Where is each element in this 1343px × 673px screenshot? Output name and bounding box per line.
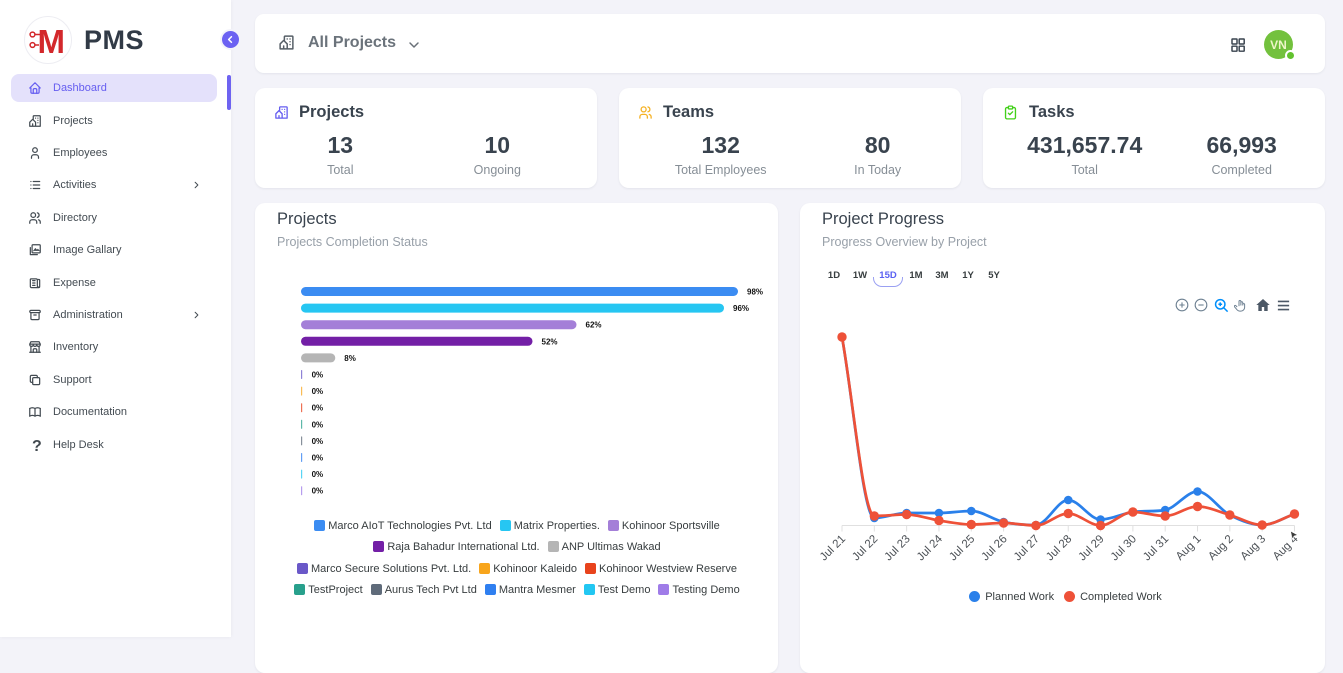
svg-text:Jul 24: Jul 24 — [915, 533, 946, 563]
svg-text:0%: 0% — [312, 487, 324, 496]
svg-text:0%: 0% — [312, 404, 324, 413]
svg-text:Jul 25: Jul 25 — [947, 533, 977, 563]
svg-text:Aug 4: Aug 4 — [1271, 533, 1301, 563]
svg-text:0%: 0% — [312, 420, 324, 429]
svg-text:0%: 0% — [312, 371, 324, 380]
svg-text:Jul 29: Jul 29 — [1076, 533, 1106, 563]
svg-text:Jul 22: Jul 22 — [850, 533, 880, 563]
svg-text:Aug 2: Aug 2 — [1206, 533, 1236, 563]
svg-text:62%: 62% — [586, 321, 602, 330]
svg-text:Jul 23: Jul 23 — [883, 533, 913, 563]
svg-text:M: M — [38, 23, 66, 60]
svg-text:Jul 30: Jul 30 — [1109, 533, 1139, 563]
svg-text:98%: 98% — [747, 288, 763, 297]
svg-text:52%: 52% — [542, 337, 558, 346]
svg-text:Jul 21: Jul 21 — [818, 533, 848, 563]
svg-text:Jul 28: Jul 28 — [1044, 533, 1074, 563]
svg-text:96%: 96% — [733, 304, 749, 313]
svg-text:8%: 8% — [344, 354, 356, 363]
svg-text:Jul 27: Jul 27 — [1012, 533, 1042, 563]
svg-text:0%: 0% — [312, 437, 324, 446]
svg-text:Jul 26: Jul 26 — [980, 533, 1010, 563]
svg-text:0%: 0% — [312, 387, 324, 396]
svg-text:Jul 31: Jul 31 — [1141, 533, 1171, 563]
svg-text:Aug 3: Aug 3 — [1239, 533, 1269, 563]
svg-text:Aug 1: Aug 1 — [1174, 533, 1204, 563]
svg-text:0%: 0% — [312, 454, 324, 463]
svg-text:0%: 0% — [312, 470, 324, 479]
